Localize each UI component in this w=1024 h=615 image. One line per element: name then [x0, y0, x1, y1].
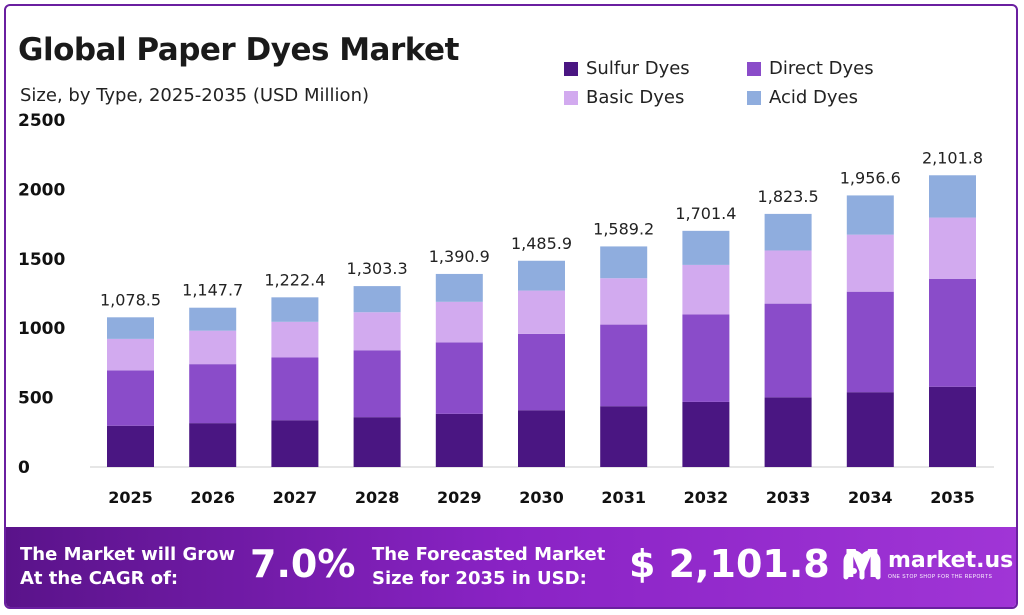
brand-tagline: ONE STOP SHOP FOR THE REPORTS — [888, 574, 993, 580]
bar-segment-acid-dyes — [764, 213, 812, 251]
legend-label: Sulfur Dyes — [586, 58, 690, 79]
x-tick-label: 2027 — [273, 488, 318, 507]
cagr-label: The Market will Grow At the CAGR of: — [20, 544, 236, 589]
bar-segment-direct-dyes — [435, 342, 483, 414]
bar-segment-sulfur-dyes — [682, 401, 730, 467]
stacked-bar-chart: 0 500 1000 1500 2000 2500 1,078.5 2025 1,147.7 20… — [18, 111, 994, 507]
bar-total-label: 1,390.9 — [429, 247, 490, 266]
legend-swatch — [747, 61, 761, 76]
x-tick-label: 2034 — [848, 488, 893, 507]
legend-swatch — [747, 90, 761, 105]
legend-swatch — [564, 61, 578, 76]
legend-label: Direct Dyes — [769, 58, 874, 79]
market-us-logo-icon — [843, 550, 881, 580]
bar-segment-sulfur-dyes — [189, 423, 237, 467]
bar-total-label: 1,589.2 — [593, 219, 654, 238]
bar-segment-basic-dyes — [435, 301, 483, 343]
bar-segment-basic-dyes — [764, 250, 812, 304]
x-tick-label: 2033 — [766, 488, 811, 507]
y-tick-label: 1000 — [18, 319, 65, 339]
bar-segment-acid-dyes — [929, 175, 976, 218]
x-tick-label: 2035 — [930, 488, 975, 507]
bar-segment-sulfur-dyes — [435, 413, 483, 467]
bar-segment-sulfur-dyes — [518, 410, 565, 467]
bar-segment-direct-dyes — [271, 357, 319, 421]
chart-frame: Global Paper Dyes Market Size, by Type, … — [4, 4, 1018, 609]
bar-segment-basic-dyes — [107, 338, 154, 371]
bar-segment-basic-dyes — [600, 278, 648, 325]
bar-segment-sulfur-dyes — [600, 406, 648, 467]
bar-total-label: 1,147.7 — [182, 281, 243, 300]
x-tick-label: 2031 — [601, 488, 646, 507]
forecast-label: The Forecasted Market Size for 2035 in U… — [372, 544, 606, 589]
x-tick-label: 2030 — [519, 488, 564, 507]
bar-segment-acid-dyes — [682, 230, 730, 265]
bar-segment-basic-dyes — [353, 312, 401, 351]
bar-segment-direct-dyes — [846, 291, 894, 393]
bar-segment-basic-dyes — [518, 290, 565, 334]
x-tick-label: 2032 — [684, 488, 729, 507]
bar-segment-acid-dyes — [600, 246, 648, 279]
y-tick-label: 0 — [18, 458, 30, 478]
bar-segment-direct-dyes — [518, 333, 565, 411]
bar-total-label: 1,303.3 — [347, 259, 408, 278]
bar-segment-sulfur-dyes — [353, 417, 401, 467]
bar-segment-acid-dyes — [107, 317, 154, 339]
x-tick-label: 2028 — [355, 488, 400, 507]
bar-total-label: 1,701.4 — [675, 204, 736, 223]
x-tick-label: 2025 — [108, 488, 153, 507]
bar-segment-sulfur-dyes — [271, 420, 319, 467]
bar-segment-direct-dyes — [764, 303, 812, 398]
chart-subtitle: Size, by Type, 2025-2035 (USD Million) — [20, 85, 369, 106]
bar-segment-direct-dyes — [929, 278, 976, 387]
bar-total-label: 2,101.8 — [922, 148, 983, 167]
x-tick-label: 2029 — [437, 488, 482, 507]
bar-segment-acid-dyes — [353, 286, 401, 313]
y-tick-label: 1500 — [18, 250, 65, 270]
bar-total-label: 1,485.9 — [511, 234, 572, 253]
bar-segment-basic-dyes — [929, 217, 976, 279]
brand-logo: market.us ONE STOP SHOP FOR THE REPORTS — [840, 547, 1013, 583]
bar-segment-sulfur-dyes — [929, 386, 976, 467]
bar-total-label: 1,078.5 — [100, 290, 161, 309]
y-tick-label: 2500 — [18, 111, 65, 131]
bar-segment-sulfur-dyes — [846, 392, 894, 467]
chart-title: Global Paper Dyes Market — [18, 32, 459, 68]
x-tick-label: 2026 — [190, 488, 235, 507]
bar-segment-acid-dyes — [846, 195, 894, 235]
bar-segment-direct-dyes — [107, 370, 154, 426]
legend-item-acid-dyes: Acid Dyes — [747, 87, 858, 108]
forecast-value: $ 2,101.8 M — [629, 542, 881, 586]
bar-segment-direct-dyes — [682, 314, 730, 402]
y-tick-label: 500 — [18, 389, 54, 409]
bar-segment-acid-dyes — [518, 260, 565, 291]
legend-label: Acid Dyes — [769, 87, 859, 108]
legend-item-direct-dyes: Direct Dyes — [747, 58, 874, 79]
bar-segment-direct-dyes — [353, 350, 401, 418]
cagr-value: 7.0% — [250, 542, 356, 586]
bar-segment-basic-dyes — [271, 321, 319, 358]
legend-label: Basic Dyes — [586, 87, 685, 108]
bar-total-label: 1,222.4 — [264, 270, 325, 289]
bar-segment-acid-dyes — [189, 307, 237, 331]
legend-item-basic-dyes: Basic Dyes — [564, 87, 684, 108]
bar-segment-basic-dyes — [189, 330, 237, 365]
bar-total-label: 1,956.6 — [840, 168, 901, 187]
bar-total-label: 1,823.5 — [758, 187, 819, 206]
summary-banner: The Market will Grow At the CAGR of: 7.0… — [6, 527, 1016, 607]
bar-segment-basic-dyes — [682, 264, 730, 315]
brand-name: market.us — [888, 548, 1014, 573]
legend-swatch — [564, 90, 578, 105]
bar-segment-direct-dyes — [600, 324, 648, 407]
bar-segment-direct-dyes — [189, 364, 237, 424]
bar-segment-sulfur-dyes — [107, 425, 154, 467]
bar-segment-sulfur-dyes — [764, 397, 812, 467]
bar-segment-acid-dyes — [435, 273, 483, 302]
bar-segment-acid-dyes — [271, 297, 319, 322]
legend-item-sulfur-dyes: Sulfur Dyes — [564, 58, 690, 79]
y-tick-label: 2000 — [18, 180, 65, 200]
bar-segment-basic-dyes — [846, 234, 894, 292]
